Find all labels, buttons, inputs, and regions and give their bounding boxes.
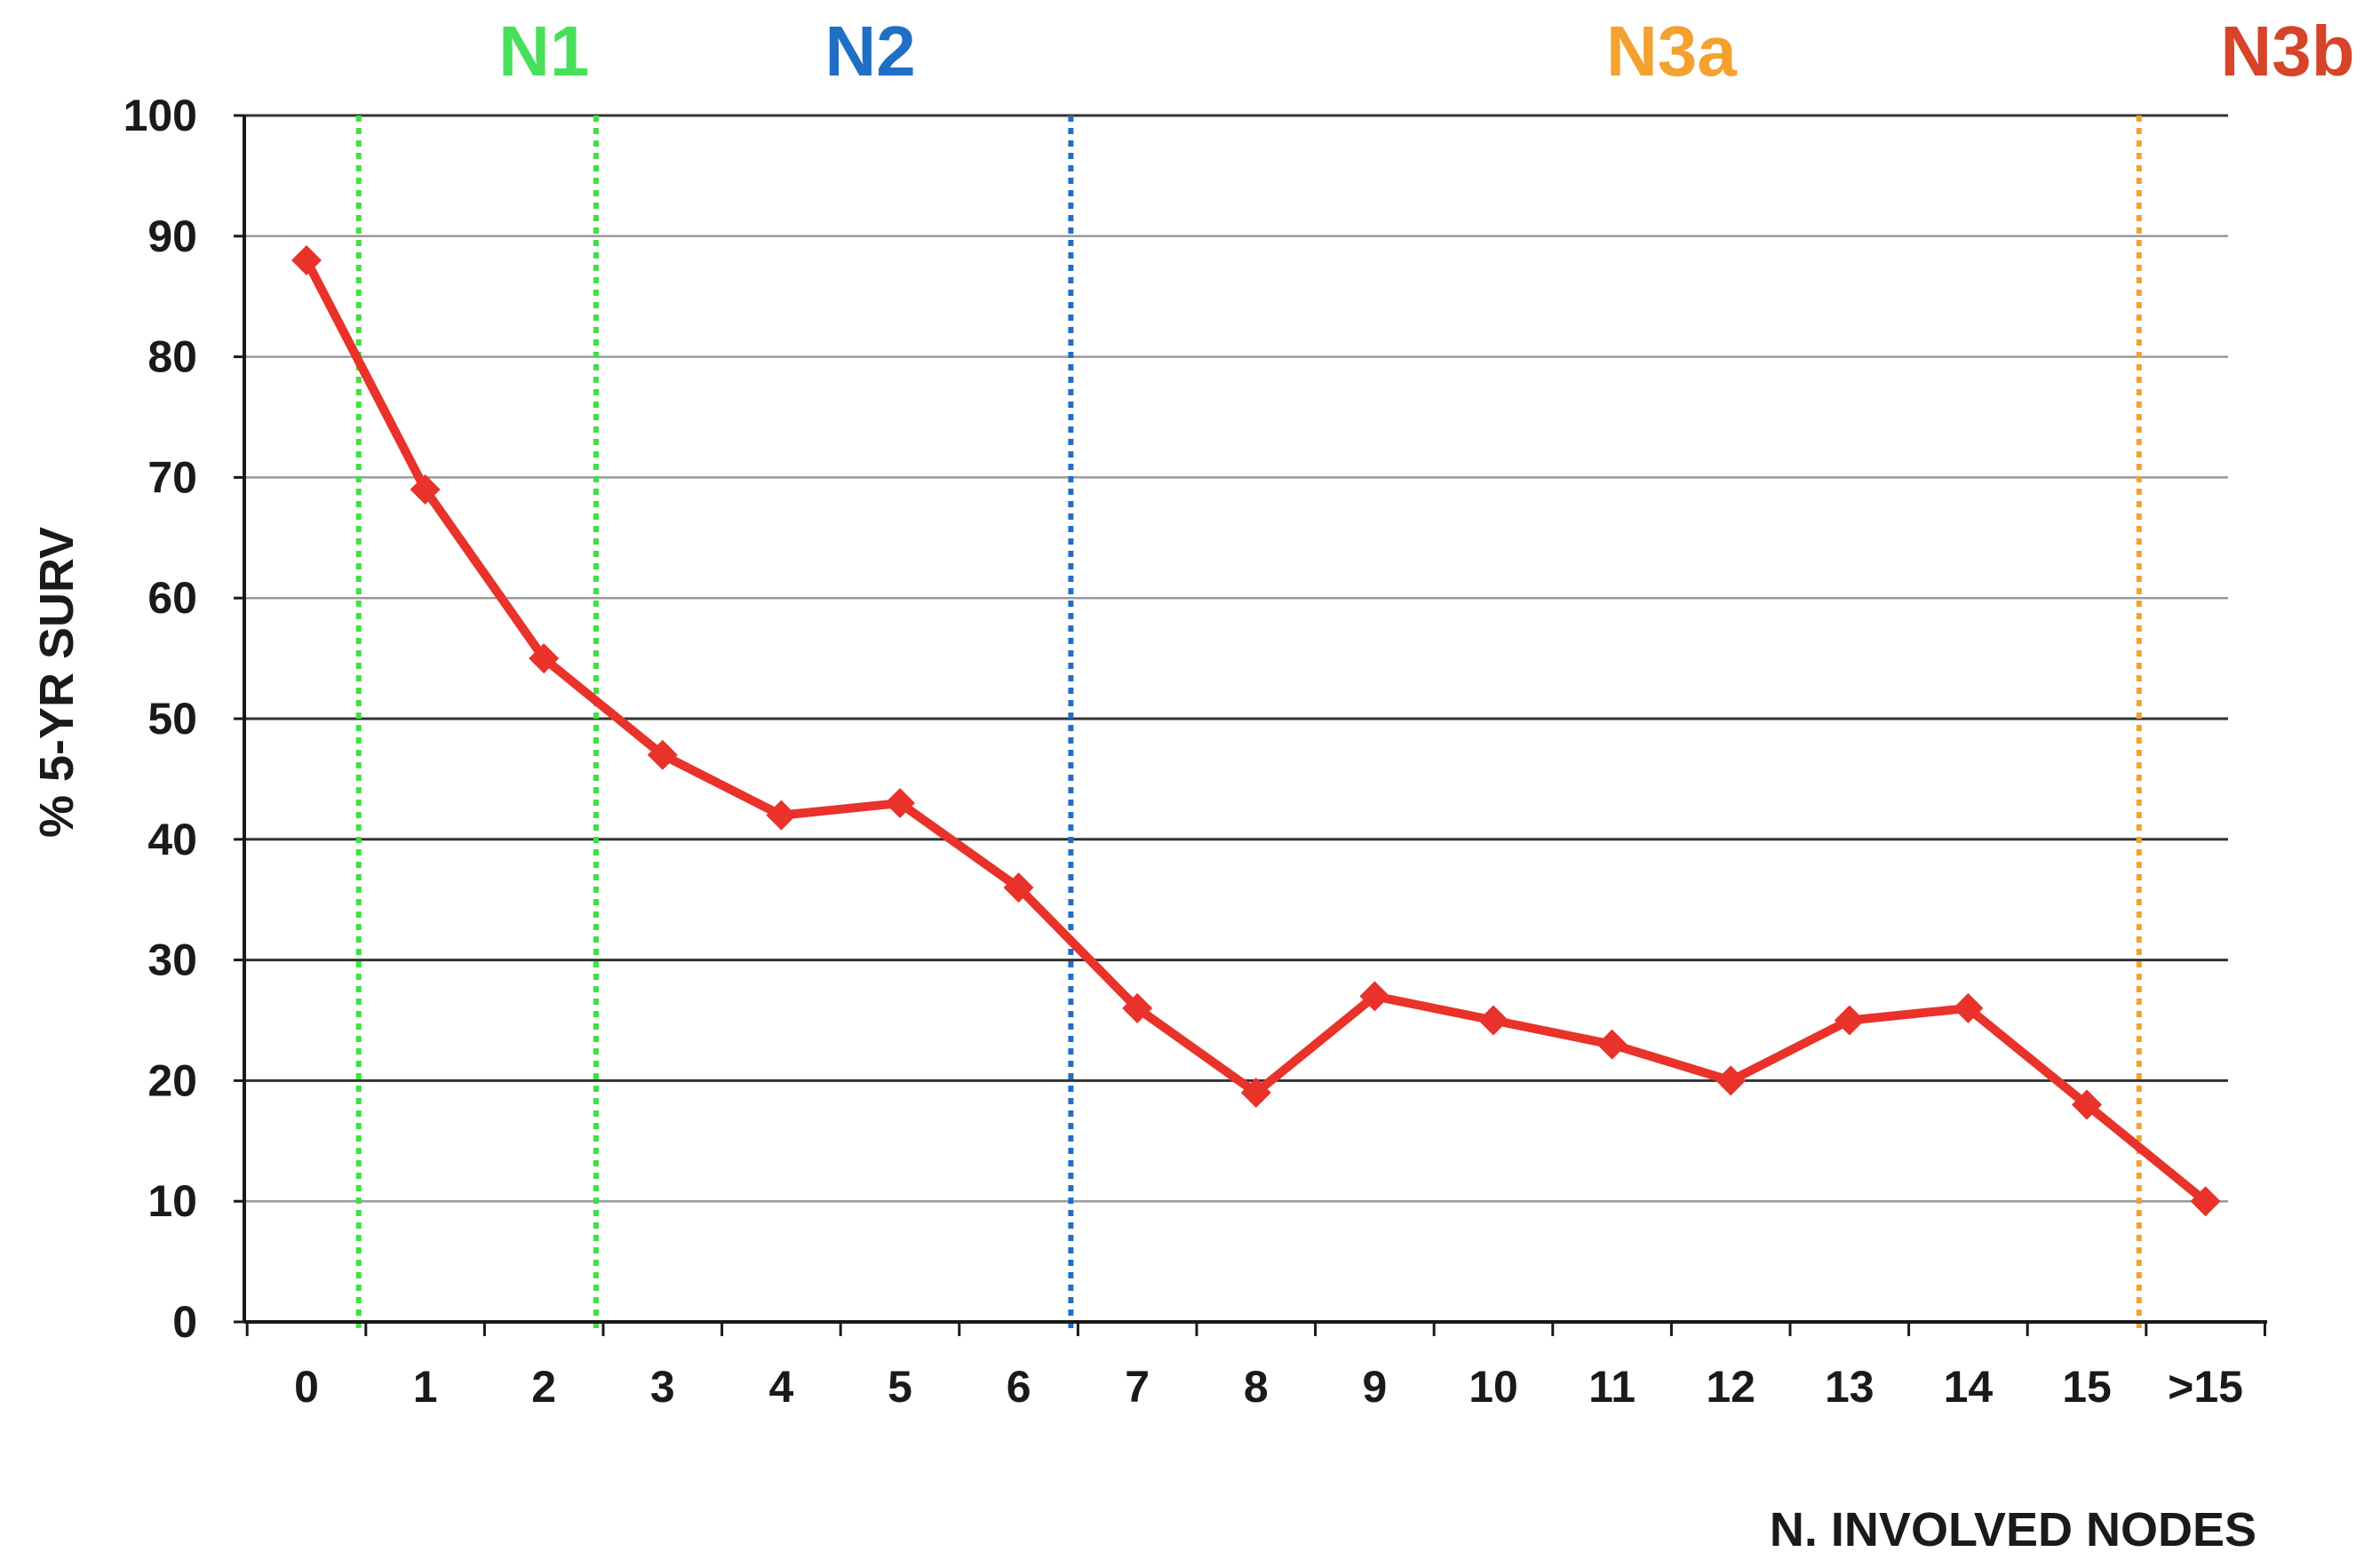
y-tick-label-100: 100 bbox=[123, 91, 197, 140]
data-point-5 bbox=[885, 788, 915, 819]
stage-label-n3b: N3b bbox=[2220, 12, 2354, 91]
axes bbox=[234, 114, 2267, 1336]
x-tick-label-6: 6 bbox=[1007, 1362, 1031, 1412]
stage-labels: N1 N2 N3a N3b bbox=[498, 12, 2355, 91]
x-tick-label-12: 12 bbox=[1706, 1362, 1755, 1412]
x-tick-label-14: 14 bbox=[1944, 1362, 1994, 1412]
x-tick-label-13: 13 bbox=[1825, 1362, 1875, 1412]
data-point-12 bbox=[1715, 1065, 1747, 1096]
y-tick-label-90: 90 bbox=[147, 211, 197, 261]
x-tick-label-5: 5 bbox=[888, 1362, 912, 1412]
x-tick-label-0: 0 bbox=[294, 1362, 319, 1412]
data-point-13 bbox=[1834, 1005, 1865, 1036]
x-tick-label-7: 7 bbox=[1125, 1362, 1150, 1412]
stage-label-n1: N1 bbox=[498, 12, 589, 91]
data-point-7 bbox=[1122, 992, 1153, 1023]
y-tick-label-60: 60 bbox=[147, 573, 197, 623]
y-tick-label-10: 10 bbox=[147, 1176, 197, 1226]
x-tick-label-4: 4 bbox=[768, 1362, 793, 1412]
y-tick-label-0: 0 bbox=[172, 1297, 197, 1347]
x-tick-label-8: 8 bbox=[1244, 1362, 1269, 1412]
data-point-0 bbox=[291, 244, 322, 275]
y-tick-label-70: 70 bbox=[147, 452, 197, 502]
stage-boundary-lines bbox=[355, 115, 2142, 1333]
data-point-8 bbox=[1240, 1077, 1271, 1108]
x-tick-label-9: 9 bbox=[1362, 1362, 1387, 1412]
x-axis-title: N. INVOLVED NODES bbox=[1770, 1503, 2257, 1556]
data-point-4 bbox=[766, 800, 797, 831]
data-point-2 bbox=[529, 643, 560, 674]
x-tick-label-2: 2 bbox=[531, 1362, 556, 1412]
x-tick-label-16: >15 bbox=[2168, 1362, 2243, 1412]
data-point-14 bbox=[1953, 992, 1984, 1023]
y-tick-label-50: 50 bbox=[147, 694, 197, 744]
data-point-9 bbox=[1359, 981, 1390, 1012]
x-tick-label-15: 15 bbox=[2062, 1362, 2112, 1412]
data-point-10 bbox=[1478, 1005, 1508, 1036]
y-tick-label-80: 80 bbox=[147, 332, 197, 382]
data-point-6 bbox=[1003, 872, 1034, 903]
stage-label-n2: N2 bbox=[824, 12, 915, 91]
series-line-0 bbox=[302, 255, 2210, 1206]
data-point-1 bbox=[410, 474, 441, 505]
x-tick-label-10: 10 bbox=[1469, 1362, 1518, 1412]
y-tick-label-30: 30 bbox=[147, 935, 197, 985]
gridlines bbox=[244, 114, 2228, 1203]
series-line bbox=[291, 244, 2221, 1217]
y-axis-title: % 5-YR SURV bbox=[30, 527, 84, 838]
x-tick-label-1: 1 bbox=[413, 1362, 438, 1412]
x-tick-label-11: 11 bbox=[1588, 1362, 1636, 1412]
y-tick-label-20: 20 bbox=[147, 1055, 197, 1105]
data-point-3 bbox=[647, 739, 678, 770]
data-point-15 bbox=[2072, 1089, 2102, 1120]
data-point-11 bbox=[1596, 1029, 1628, 1060]
data-point->15 bbox=[2190, 1186, 2221, 1217]
y-tick-label-40: 40 bbox=[147, 815, 197, 864]
x-tick-label-3: 3 bbox=[650, 1362, 675, 1412]
stage-label-n3a: N3a bbox=[1606, 12, 1737, 91]
